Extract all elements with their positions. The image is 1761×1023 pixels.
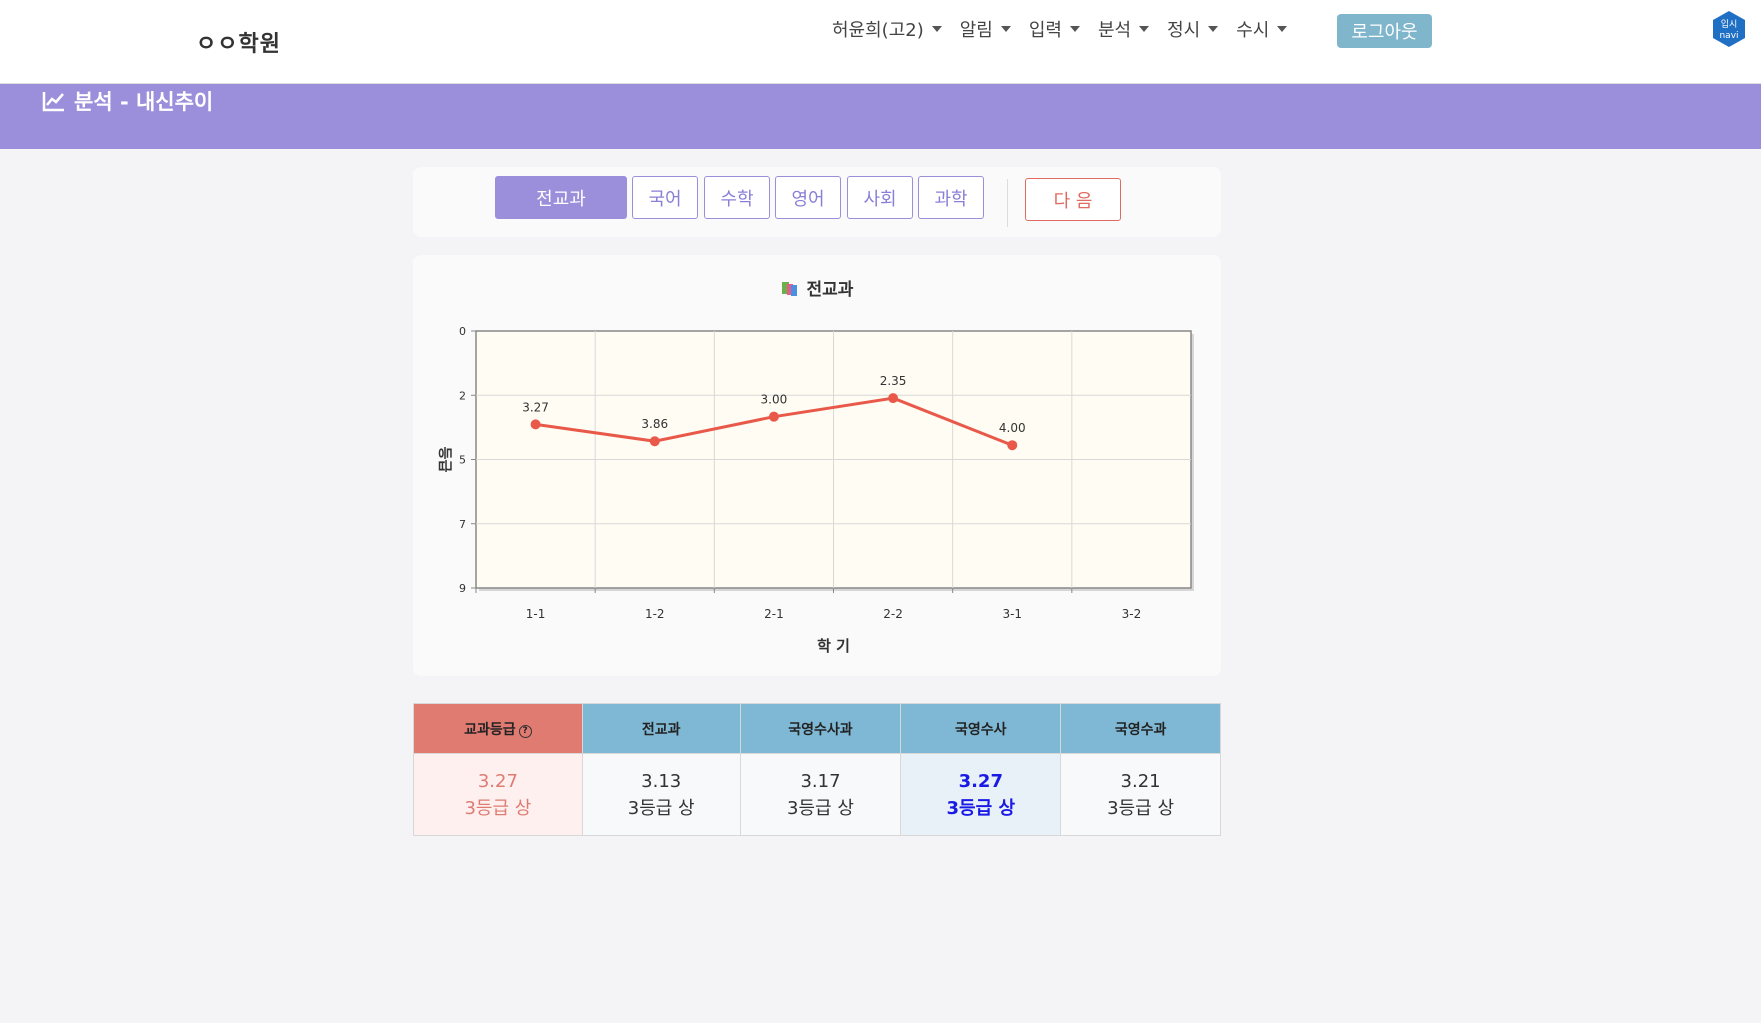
logo-text-bottom: navi xyxy=(1719,31,1738,41)
books-icon xyxy=(781,281,797,296)
table-header-row: 교과등급? 전교과 국영수사과 국영수사 국영수과 xyxy=(413,703,1221,754)
data-label: 3.27 xyxy=(522,400,549,414)
chevron-down-icon xyxy=(1277,26,1288,32)
tab-korean[interactable]: 국어 xyxy=(632,176,698,219)
score-value: 3.13 xyxy=(641,770,682,792)
table-cell: 3.27 3등급 상 xyxy=(413,753,583,836)
grade-label: 3등급 상 xyxy=(464,797,532,819)
x-tick-label: 3-1 xyxy=(1002,607,1022,621)
table-cell: 3.13 3등급 상 xyxy=(581,753,741,836)
tab-math[interactable]: 수학 xyxy=(704,176,770,219)
table-cell: 3.17 3등급 상 xyxy=(739,753,902,836)
data-point xyxy=(768,411,779,422)
nav-jeongsi-label: 정시 xyxy=(1167,20,1201,41)
chevron-down-icon xyxy=(931,26,942,32)
column-header-subject-grade: 교과등급? xyxy=(413,703,583,754)
subject-tab-card: 전교과 국어 수학 영어 사회 과학 다 음 xyxy=(413,167,1221,237)
x-tick-label: 3-2 xyxy=(1122,607,1142,621)
chart-title: 전교과 xyxy=(413,275,1221,300)
table-cell: 3.21 3등급 상 xyxy=(1060,753,1221,836)
column-header-kesss: 국영수사과 xyxy=(739,703,902,754)
nav-student-menu[interactable]: 허윤희(고2) xyxy=(832,16,942,42)
nav-jeongsi-menu[interactable]: 정시 xyxy=(1167,16,1219,42)
data-point xyxy=(1007,440,1018,451)
nav-analysis-label: 분석 xyxy=(1098,20,1132,41)
score-value: 3.27 xyxy=(958,770,1003,792)
nav-input-menu[interactable]: 입력 xyxy=(1029,16,1080,42)
x-tick-label: 1-1 xyxy=(526,607,546,621)
y-tick-label: 0 xyxy=(459,325,466,338)
grade-label: 3등급 상 xyxy=(946,797,1016,819)
data-point xyxy=(530,419,541,430)
column-header-kess: 국영수사 xyxy=(900,703,1062,754)
y-tick-label: 7 xyxy=(459,518,466,531)
page-header-band: 분석 - 내신추이 xyxy=(0,84,1761,149)
logout-button[interactable]: 로그아웃 xyxy=(1337,14,1432,48)
nav-input-label: 입력 xyxy=(1028,20,1062,41)
nav-student-label: 허윤희(고2) xyxy=(832,20,924,41)
tab-all-subjects[interactable]: 전교과 xyxy=(495,176,627,219)
chevron-down-icon xyxy=(1000,26,1011,32)
table-cell-highlighted: 3.27 3등급 상 xyxy=(900,753,1062,836)
nav-notice-label: 알림 xyxy=(959,20,993,41)
page-title-text: 분석 - 내신추이 xyxy=(74,90,214,114)
data-label: 3.00 xyxy=(761,393,788,407)
y-axis-label: 등급 xyxy=(436,447,452,473)
tab-english[interactable]: 영어 xyxy=(775,176,841,219)
column-header-all: 전교과 xyxy=(581,703,741,754)
logo-text-top: 입시 xyxy=(1721,18,1738,30)
x-tick-label: 1-2 xyxy=(645,607,665,621)
grade-label: 3등급 상 xyxy=(787,797,854,819)
y-tick-label: 2 xyxy=(459,389,466,402)
tab-divider xyxy=(1007,179,1008,227)
help-icon[interactable]: ? xyxy=(518,724,532,738)
grade-label: 3등급 상 xyxy=(1107,797,1175,819)
data-label: 2.35 xyxy=(880,374,907,388)
main-nav: 허윤희(고2) 알림 입력 분석 정시 수시 xyxy=(832,16,1305,42)
data-point xyxy=(649,436,660,447)
column-header-label: 교과등급 xyxy=(464,721,516,738)
nav-notice-menu[interactable]: 알림 xyxy=(960,16,1011,42)
score-value: 3.17 xyxy=(800,770,841,792)
column-header-kesc: 국영수과 xyxy=(1060,703,1221,754)
top-navbar: ㅇㅇ학원 허윤희(고2) 알림 입력 분석 정시 수시 로그아웃 입시 navi xyxy=(0,0,1761,84)
chart-card: 전교과 0 2 5 7 9 1-1 1-2 2-1 2-2 3-1 3-2 학 기 등급 3.27 3.86… xyxy=(413,255,1221,676)
chevron-down-icon xyxy=(1208,26,1219,32)
y-tick-label: 5 xyxy=(459,454,466,467)
x-axis-label: 학 기 xyxy=(817,637,850,655)
nav-susi-label: 수시 xyxy=(1236,20,1270,41)
nav-analysis-menu[interactable]: 분석 xyxy=(1098,16,1150,42)
x-tick-label: 2-2 xyxy=(883,607,903,621)
brand-name[interactable]: ㅇㅇ학원 xyxy=(196,32,281,57)
score-value: 3.21 xyxy=(1120,770,1161,792)
grade-trend-chart: 0 2 5 7 9 1-1 1-2 2-1 2-2 3-1 3-2 학 기 등급 3.27 3.86 3.00… xyxy=(436,325,1194,655)
nav-susi-menu[interactable]: 수시 xyxy=(1236,16,1288,42)
data-point xyxy=(888,393,899,404)
page-title: 분석 - 내신추이 xyxy=(42,86,213,116)
chevron-down-icon xyxy=(1139,26,1150,32)
table-row: 3.27 3등급 상 3.13 3등급 상 3.17 3등급 상 3.27 3등급 상 … xyxy=(413,753,1221,836)
data-label: 3.86 xyxy=(641,417,668,431)
chart-title-text: 전교과 xyxy=(806,280,854,300)
score-value: 3.27 xyxy=(477,770,518,792)
line-chart-icon xyxy=(42,92,64,112)
grade-label: 3등급 상 xyxy=(627,797,695,819)
y-tick-label: 9 xyxy=(459,582,466,595)
chevron-down-icon xyxy=(1070,26,1080,32)
data-label: 4.00 xyxy=(999,421,1026,435)
next-button[interactable]: 다 음 xyxy=(1025,178,1121,221)
tab-social[interactable]: 사회 xyxy=(847,176,913,219)
grade-summary-table: 교과등급? 전교과 국영수사과 국영수사 국영수과 3.27 3등급 상 3.13… xyxy=(413,703,1221,836)
x-tick-label: 2-1 xyxy=(764,607,784,621)
ipsi-navi-logo-icon[interactable]: 입시 navi xyxy=(1711,10,1747,48)
tab-science[interactable]: 과학 xyxy=(918,176,984,219)
